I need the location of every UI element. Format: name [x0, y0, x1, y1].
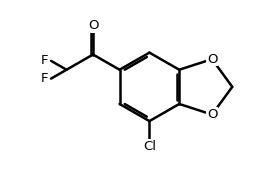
Text: O: O: [207, 53, 217, 66]
Text: F: F: [41, 72, 49, 85]
Text: F: F: [41, 54, 49, 67]
Text: O: O: [207, 108, 217, 121]
Text: O: O: [88, 19, 98, 32]
Text: Cl: Cl: [143, 140, 156, 153]
